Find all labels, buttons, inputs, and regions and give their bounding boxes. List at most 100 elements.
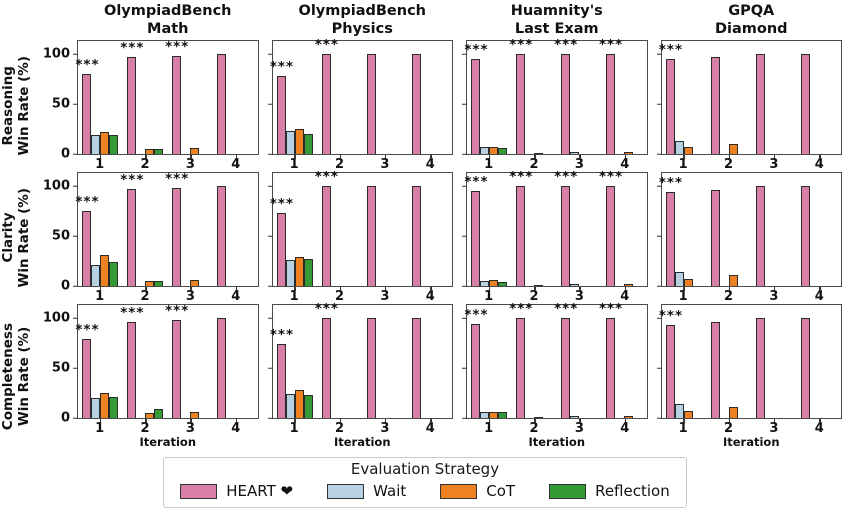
bar-group-iteration-3: [751, 41, 796, 154]
bar-group-iteration-1: ***: [75, 173, 123, 286]
bar-cot: [534, 285, 544, 286]
legend-entry-heart: HEART ❤: [180, 482, 293, 500]
bar-heart: [516, 318, 526, 418]
bar-groups: *** *** ***: [75, 303, 258, 418]
bar-wait: [570, 152, 580, 154]
bar-group-iteration-3: [362, 173, 407, 286]
bar-heart: [606, 186, 616, 286]
x-tick-label: 4: [602, 419, 647, 436]
chart-row-reasoning: Reasoning Win Rate (%) 0 50 100 *** *** *** 1 2 3…: [0, 37, 850, 172]
bar-cot: [624, 416, 634, 418]
bar-groups: *** ***: [269, 301, 453, 418]
bar-group-iteration-4: [407, 41, 452, 154]
significance-marker: ***: [269, 327, 295, 343]
bar-cot: [294, 257, 304, 286]
x-tick-label: 2: [511, 419, 556, 436]
legend-entry-wait: Wait: [327, 482, 406, 500]
bar-group-iteration-3: ***: [554, 169, 602, 286]
col-title-olympiadbench-physics: OlympiadBench Physics: [298, 2, 427, 37]
y-tick-mark: [267, 367, 273, 369]
bar-group-iteration-2: ***: [509, 301, 557, 418]
bar-heart: [217, 54, 227, 154]
bar-heart: [411, 186, 421, 286]
y-tick-mark: [73, 317, 78, 319]
x-tick-label: 1: [466, 155, 511, 172]
y-tick-mark: [462, 103, 467, 105]
bar-group-iteration-3: ***: [165, 39, 213, 154]
bar-group-iteration-4: [796, 173, 841, 286]
bar-heart: [710, 190, 720, 286]
legend-label-cot: CoT: [486, 482, 516, 500]
bar-reflection: [109, 397, 119, 418]
y-tick-mark: [656, 367, 662, 369]
bar-group-iteration-4: [796, 305, 841, 418]
x-tick-label: 3: [362, 287, 407, 304]
subplot-completeness-huamnity-s-last-exam: *** *** *** ***: [462, 301, 648, 419]
bar-reflection: [498, 282, 508, 286]
x-tick-label: 2: [317, 287, 362, 304]
bar-heart: [561, 54, 571, 154]
chart-cell: *** *** 1 2 3 4: [267, 37, 453, 172]
bar-wait: [285, 394, 295, 418]
x-tick-label: 2: [706, 155, 751, 172]
bar-wait: [674, 141, 684, 154]
bar-group-iteration-4: [213, 173, 258, 286]
bar-groups: *** *** ***: [75, 39, 258, 154]
bar-cot: [683, 147, 693, 154]
subplot-reasoning-olympiadbench-physics: *** ***: [267, 37, 453, 155]
subplot-completeness-olympiadbench-math: 0 50 100 *** *** ***: [43, 303, 259, 426]
bar-heart: [82, 339, 92, 418]
bar-group-iteration-1: ***: [464, 41, 512, 154]
x-tick-label: 1: [272, 419, 317, 436]
bar-groups: ***: [659, 41, 842, 154]
subplot-completeness-gpqa-diamond: ***: [656, 304, 842, 419]
x-tick-label: 4: [213, 155, 258, 172]
bar-group-iteration-3: ***: [165, 171, 213, 286]
col-title-gpqa-diamond: GPQA Diamond: [714, 2, 788, 37]
bar-heart: [276, 76, 286, 154]
chart-cell: 0 50 100 *** *** *** 1 2 3 4 Iteration: [43, 303, 259, 449]
bar-group-iteration-3: ***: [554, 37, 602, 154]
bar-reflection: [498, 412, 508, 418]
bar-group-iteration-1: ***: [269, 305, 318, 418]
significance-marker: ***: [120, 172, 145, 188]
bar-heart: [172, 320, 182, 418]
col-title-humanitys-last-exam: Huamnity's Last Exam: [510, 2, 603, 37]
bar-group-iteration-3: [751, 305, 796, 418]
x-tick-label: 1: [272, 155, 317, 172]
bar-wait: [674, 272, 684, 286]
subplot-clarity-olympiadbench-math: 0 50 100 *** *** ***: [43, 171, 259, 294]
bar-heart: [321, 186, 331, 286]
bar-cot: [728, 144, 738, 154]
x-tick-label: 4: [602, 155, 647, 172]
x-tick-label: 1: [272, 287, 317, 304]
x-tick-label: 4: [602, 287, 647, 304]
x-tick-label: 4: [213, 419, 258, 436]
x-tick-label: 3: [362, 155, 407, 172]
bar-group-iteration-2: ***: [120, 172, 168, 286]
significance-marker: ***: [598, 301, 624, 317]
bar-cot: [683, 279, 693, 286]
significance-marker: ***: [598, 169, 624, 185]
y-tick-mark: [73, 153, 78, 155]
significance-marker: ***: [165, 39, 190, 55]
bar-reflection: [109, 262, 119, 286]
y-tick-mark: [73, 417, 78, 419]
bar-heart: [276, 213, 286, 286]
bar-cot: [624, 284, 634, 286]
bar-heart: [82, 211, 92, 286]
y-axis-label: Completeness Win Rate (%): [0, 322, 33, 431]
bar-group-iteration-2: [706, 305, 751, 418]
x-tick-label: 3: [557, 419, 602, 436]
bar-heart: [755, 186, 765, 286]
bar-heart: [366, 186, 376, 286]
bar-wait: [570, 284, 580, 286]
y-axis-label: Reasoning Win Rate (%): [0, 56, 33, 156]
y-tick-label: 100: [42, 46, 70, 62]
bar-heart: [366, 54, 376, 154]
bar-group-iteration-3: ***: [554, 301, 602, 418]
